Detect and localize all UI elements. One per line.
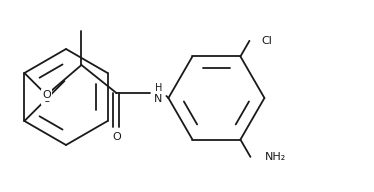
Text: N: N bbox=[154, 94, 163, 104]
Text: O: O bbox=[42, 90, 51, 100]
Text: NH₂: NH₂ bbox=[264, 152, 286, 162]
Text: Cl: Cl bbox=[261, 36, 272, 46]
Text: O: O bbox=[42, 94, 51, 104]
Text: O: O bbox=[112, 132, 121, 142]
Text: H: H bbox=[155, 83, 162, 93]
